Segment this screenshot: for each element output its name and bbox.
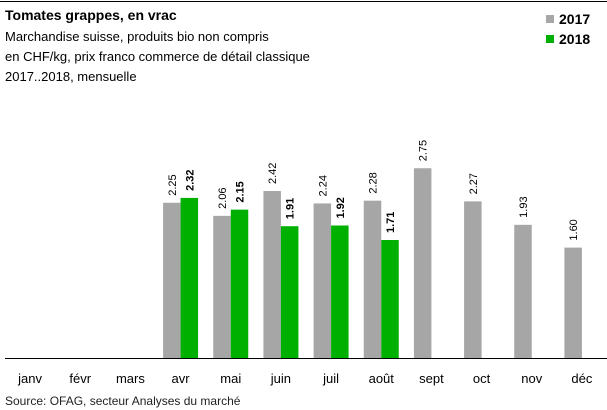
value-label: 1.91: [285, 198, 297, 219]
bar: [564, 247, 582, 358]
x-tick-label: déc: [571, 371, 592, 386]
value-label: 2.06: [217, 187, 229, 208]
x-tick-label: janv: [17, 371, 42, 386]
bar: [313, 203, 332, 358]
bar: [514, 224, 532, 358]
source: Source: OFAG, secteur Analyses du marché: [5, 394, 241, 408]
value-label: 2.75: [418, 140, 430, 161]
value-label: 2.42: [267, 163, 279, 184]
subtitle: Marchandise suisse, produits bio non com…: [5, 29, 269, 44]
bar: [263, 191, 281, 358]
value-label: 1.93: [518, 196, 530, 217]
x-tick-label: mars: [116, 371, 145, 386]
bar: [363, 200, 382, 358]
value-label: 1.92: [335, 197, 347, 218]
bar: [331, 225, 349, 358]
x-tick-label: févr: [69, 371, 91, 386]
value-label: 2.27: [468, 173, 480, 194]
value-label: 2.25: [167, 174, 179, 195]
legend-label: 2017: [559, 11, 590, 27]
bar: [180, 197, 199, 358]
value-label: 1.60: [568, 219, 580, 240]
x-tick-label: juin: [270, 371, 291, 386]
bar: [163, 202, 181, 358]
bar: [381, 240, 399, 358]
x-tick-label: avr: [172, 371, 191, 386]
value-label: 2.32: [184, 169, 196, 190]
subtitle: 2017..2018, mensuelle: [5, 69, 137, 84]
value-label: 1.71: [385, 212, 397, 233]
x-tick-label: août: [369, 371, 395, 386]
subtitle: en CHF/kg, prix franco commerce de détai…: [5, 49, 310, 64]
bar: [230, 209, 249, 358]
legend-swatch: [546, 15, 554, 23]
value-label: 2.28: [368, 172, 380, 193]
bar: [213, 215, 231, 358]
x-tick-label: mai: [220, 371, 241, 386]
value-label: 2.24: [317, 175, 329, 196]
value-label: 2.15: [235, 181, 247, 202]
bar: [280, 226, 299, 358]
x-tick-label: sept: [419, 371, 444, 386]
x-tick-label: oct: [473, 371, 491, 386]
x-tick-label: nov: [521, 371, 542, 386]
x-tick-label: juil: [322, 371, 339, 386]
legend-label: 2018: [559, 31, 590, 47]
bar: [413, 168, 432, 358]
bar: [464, 201, 482, 358]
chart-title: Tomates grappes, en vrac: [5, 7, 177, 23]
legend-swatch: [546, 35, 554, 43]
